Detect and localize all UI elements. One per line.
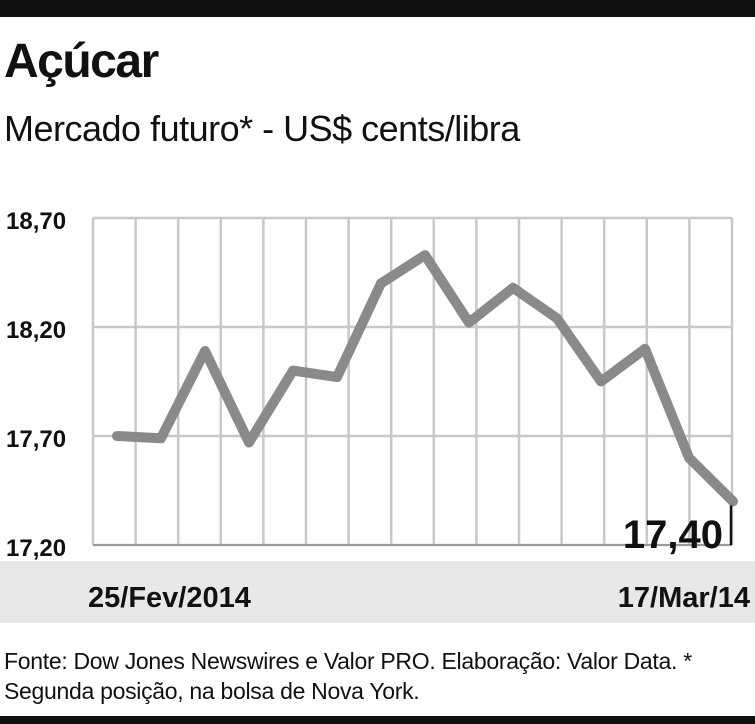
chart-subtitle: Mercado futuro* - US$ cents/libra	[4, 108, 520, 149]
top-rule	[0, 0, 755, 17]
y-tick-label: 18,70	[6, 208, 66, 235]
source-note: Fonte: Dow Jones Newswires e Valor PRO. …	[4, 648, 692, 704]
last-value-label: 17,40	[623, 513, 723, 557]
y-tick-label: 17,20	[6, 535, 66, 562]
x-start-label: 25/Fev/2014	[88, 582, 251, 614]
y-tick-labels: 18,70 18,20 17,70 17,20	[6, 208, 66, 562]
y-tick-label: 18,20	[6, 317, 66, 344]
chart-title: Açúcar	[4, 35, 159, 88]
x-end-label: 17/Mar/14	[618, 582, 750, 614]
y-tick-label: 17,70	[6, 426, 66, 453]
price-series-line	[112, 250, 738, 507]
x-axis-band	[0, 561, 755, 623]
bottom-rule	[0, 716, 755, 724]
sugar-price-chart: 18,70 18,20 17,70 17,20 17,40 25/Fev/2014 1…	[0, 208, 755, 623]
